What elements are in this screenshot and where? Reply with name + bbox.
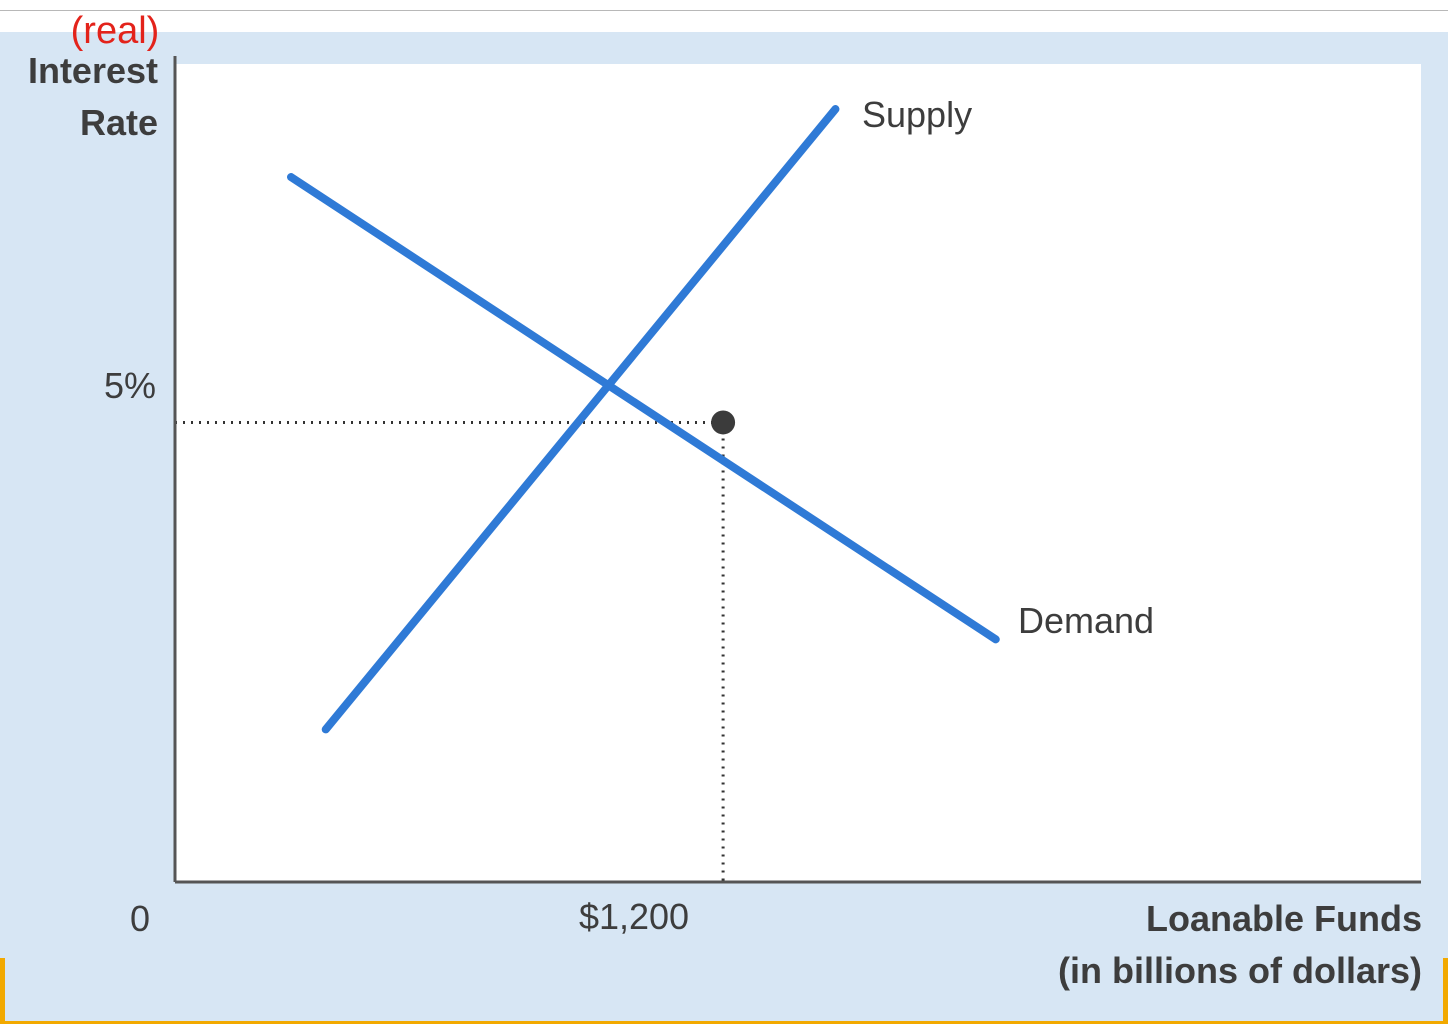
orange-rule-left (0, 958, 5, 1024)
equilibrium-point (711, 410, 736, 435)
y-tick-label: 5% (103, 365, 156, 406)
demand-label: Demand (1018, 600, 1155, 641)
top-rule (0, 10, 1448, 11)
orange-rule-right (1443, 958, 1448, 1024)
origin-label: 0 (130, 898, 151, 939)
y-axis-label-line1: Interest (27, 50, 158, 91)
orange-rule-bottom (0, 1021, 1448, 1024)
x-axis-label-line1: Loanable Funds (1145, 898, 1422, 939)
supply-label: Supply (862, 94, 973, 135)
y-axis-qualifier: (real) (70, 10, 160, 52)
x-axis-label-line2: (in billions of dollars) (1058, 950, 1422, 991)
demand-curve (287, 173, 1000, 644)
supply-curve (321, 105, 840, 734)
x-tick-label: $1,200 (578, 896, 690, 937)
plot-area (175, 64, 1421, 882)
y-axis-label-line2: Rate (79, 102, 158, 143)
